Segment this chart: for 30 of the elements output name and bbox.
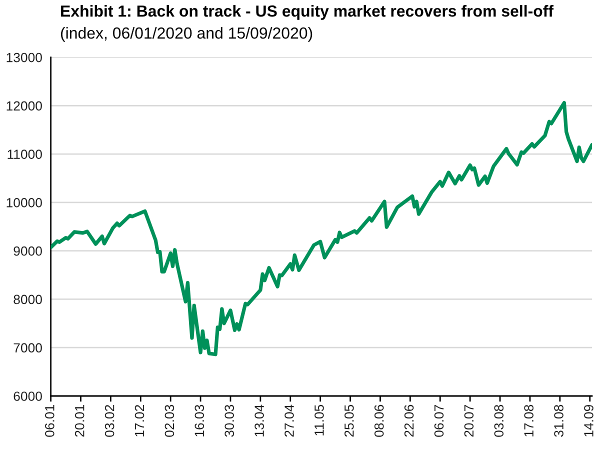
x-tick-label: 06.01 [45, 404, 54, 437]
x-tick-label: 02.03 [164, 404, 174, 437]
x-tick-label: 17.02 [134, 404, 144, 436]
x-tick-label: 22.06 [404, 404, 414, 437]
x-tick-label: 13.04 [254, 404, 264, 436]
y-tick-label: 13000 [6, 52, 42, 62]
x-tick-label: 20.01 [74, 404, 84, 437]
y-tick-label: 8000 [14, 294, 42, 304]
x-tick-label: 16.03 [194, 404, 204, 436]
x-tick-label: 20.07 [464, 404, 474, 437]
x-tick-label: 08.06 [374, 404, 384, 437]
x-tick-label: 03.02 [104, 404, 114, 437]
line-series [50, 100, 592, 356]
x-tick-label: 30.03 [224, 404, 234, 437]
y-tick-label: 10000 [6, 198, 42, 208]
x-tick-label: 06.07 [434, 404, 444, 437]
x-tick-label: 14.09 [584, 404, 594, 436]
x-tick-label: 25.05 [344, 404, 354, 437]
y-tick-label: 12000 [6, 101, 42, 111]
y-tick-label: 6000 [14, 392, 42, 401]
x-tick-label: 27.04 [284, 404, 294, 437]
y-tick-label: 11000 [8, 150, 42, 159]
y-tick-label: 7000 [14, 343, 42, 353]
x-tick-label: 03.08 [494, 404, 504, 437]
x-tick-label: 17.08 [524, 404, 534, 436]
chart-subtitle: (index, 06/01/2020 and 15/09/2020) [60, 27, 312, 42]
x-tick-label: 31.08 [554, 404, 564, 437]
chart-title: Exhibit 1: Back on track - US equity market recovers from sell-off [61, 5, 554, 20]
y-tick-label: 9000 [14, 246, 42, 256]
x-tick-label: 11.05 [314, 404, 324, 436]
